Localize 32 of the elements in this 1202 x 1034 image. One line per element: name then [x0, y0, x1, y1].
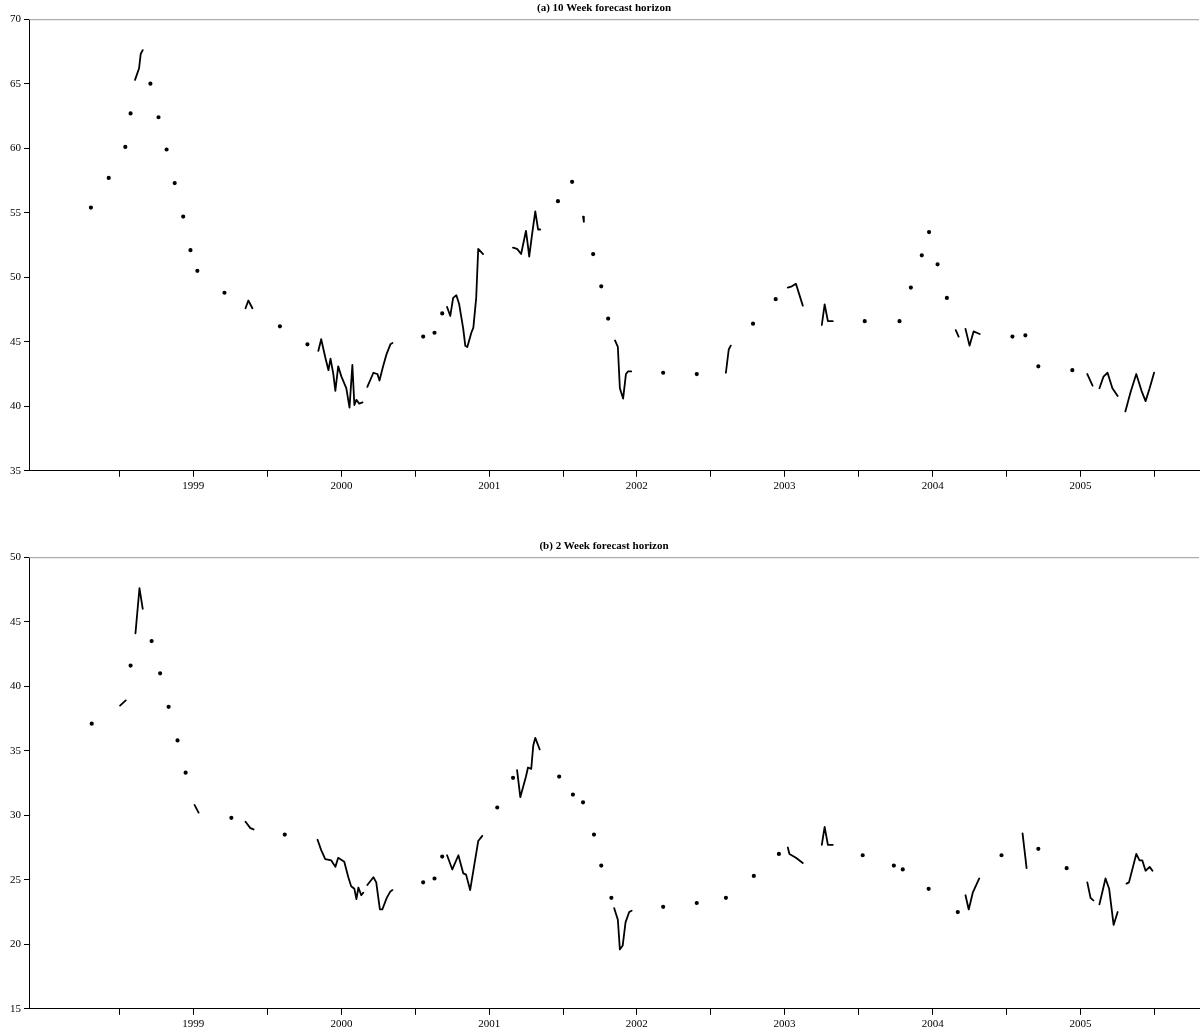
y-tick-label: 45	[10, 614, 22, 627]
y-tick-label: 25	[10, 872, 22, 885]
y-tick-label: 50	[10, 270, 22, 283]
y-tick-label: 60	[10, 141, 22, 154]
x-tick-label: 2005	[1069, 479, 1092, 492]
y-tick-label: 50	[10, 550, 22, 563]
chart-title: (b) 2 Week forecast horizon	[539, 539, 669, 553]
x-tick-label: 2002	[625, 479, 648, 492]
x-tick-label: 2004	[921, 1017, 945, 1030]
chart-title: (a) 10 Week forecast horizon	[536, 1, 672, 15]
y-tick-label: 55	[10, 205, 22, 218]
y-tick-label: 40	[10, 679, 22, 692]
x-tick-label: 2000	[330, 479, 353, 492]
x-tick-label: 2003	[773, 1017, 797, 1030]
x-tick-label: 2002	[625, 1017, 648, 1030]
x-tick-label: 1999	[182, 479, 205, 492]
x-tick-label: 2001	[478, 1017, 501, 1030]
x-tick-label: 2004	[921, 479, 945, 492]
x-tick-label: 2001	[478, 479, 501, 492]
x-tick-label: 1999	[182, 1017, 205, 1030]
x-tick-label: 2003	[773, 479, 797, 492]
y-tick-label: 65	[10, 76, 22, 89]
x-tick-label: 2005	[1069, 1017, 1092, 1030]
y-tick-label: 15	[10, 1001, 22, 1014]
y-tick-label: 35	[10, 463, 22, 476]
y-tick-label: 45	[10, 334, 22, 347]
y-tick-label: 35	[10, 743, 22, 756]
x-tick-label: 2000	[330, 1017, 353, 1030]
y-tick-label: 70	[10, 12, 22, 25]
y-tick-label: 30	[10, 808, 22, 821]
y-tick-label: 40	[10, 399, 22, 412]
y-tick-label: 20	[10, 937, 22, 950]
